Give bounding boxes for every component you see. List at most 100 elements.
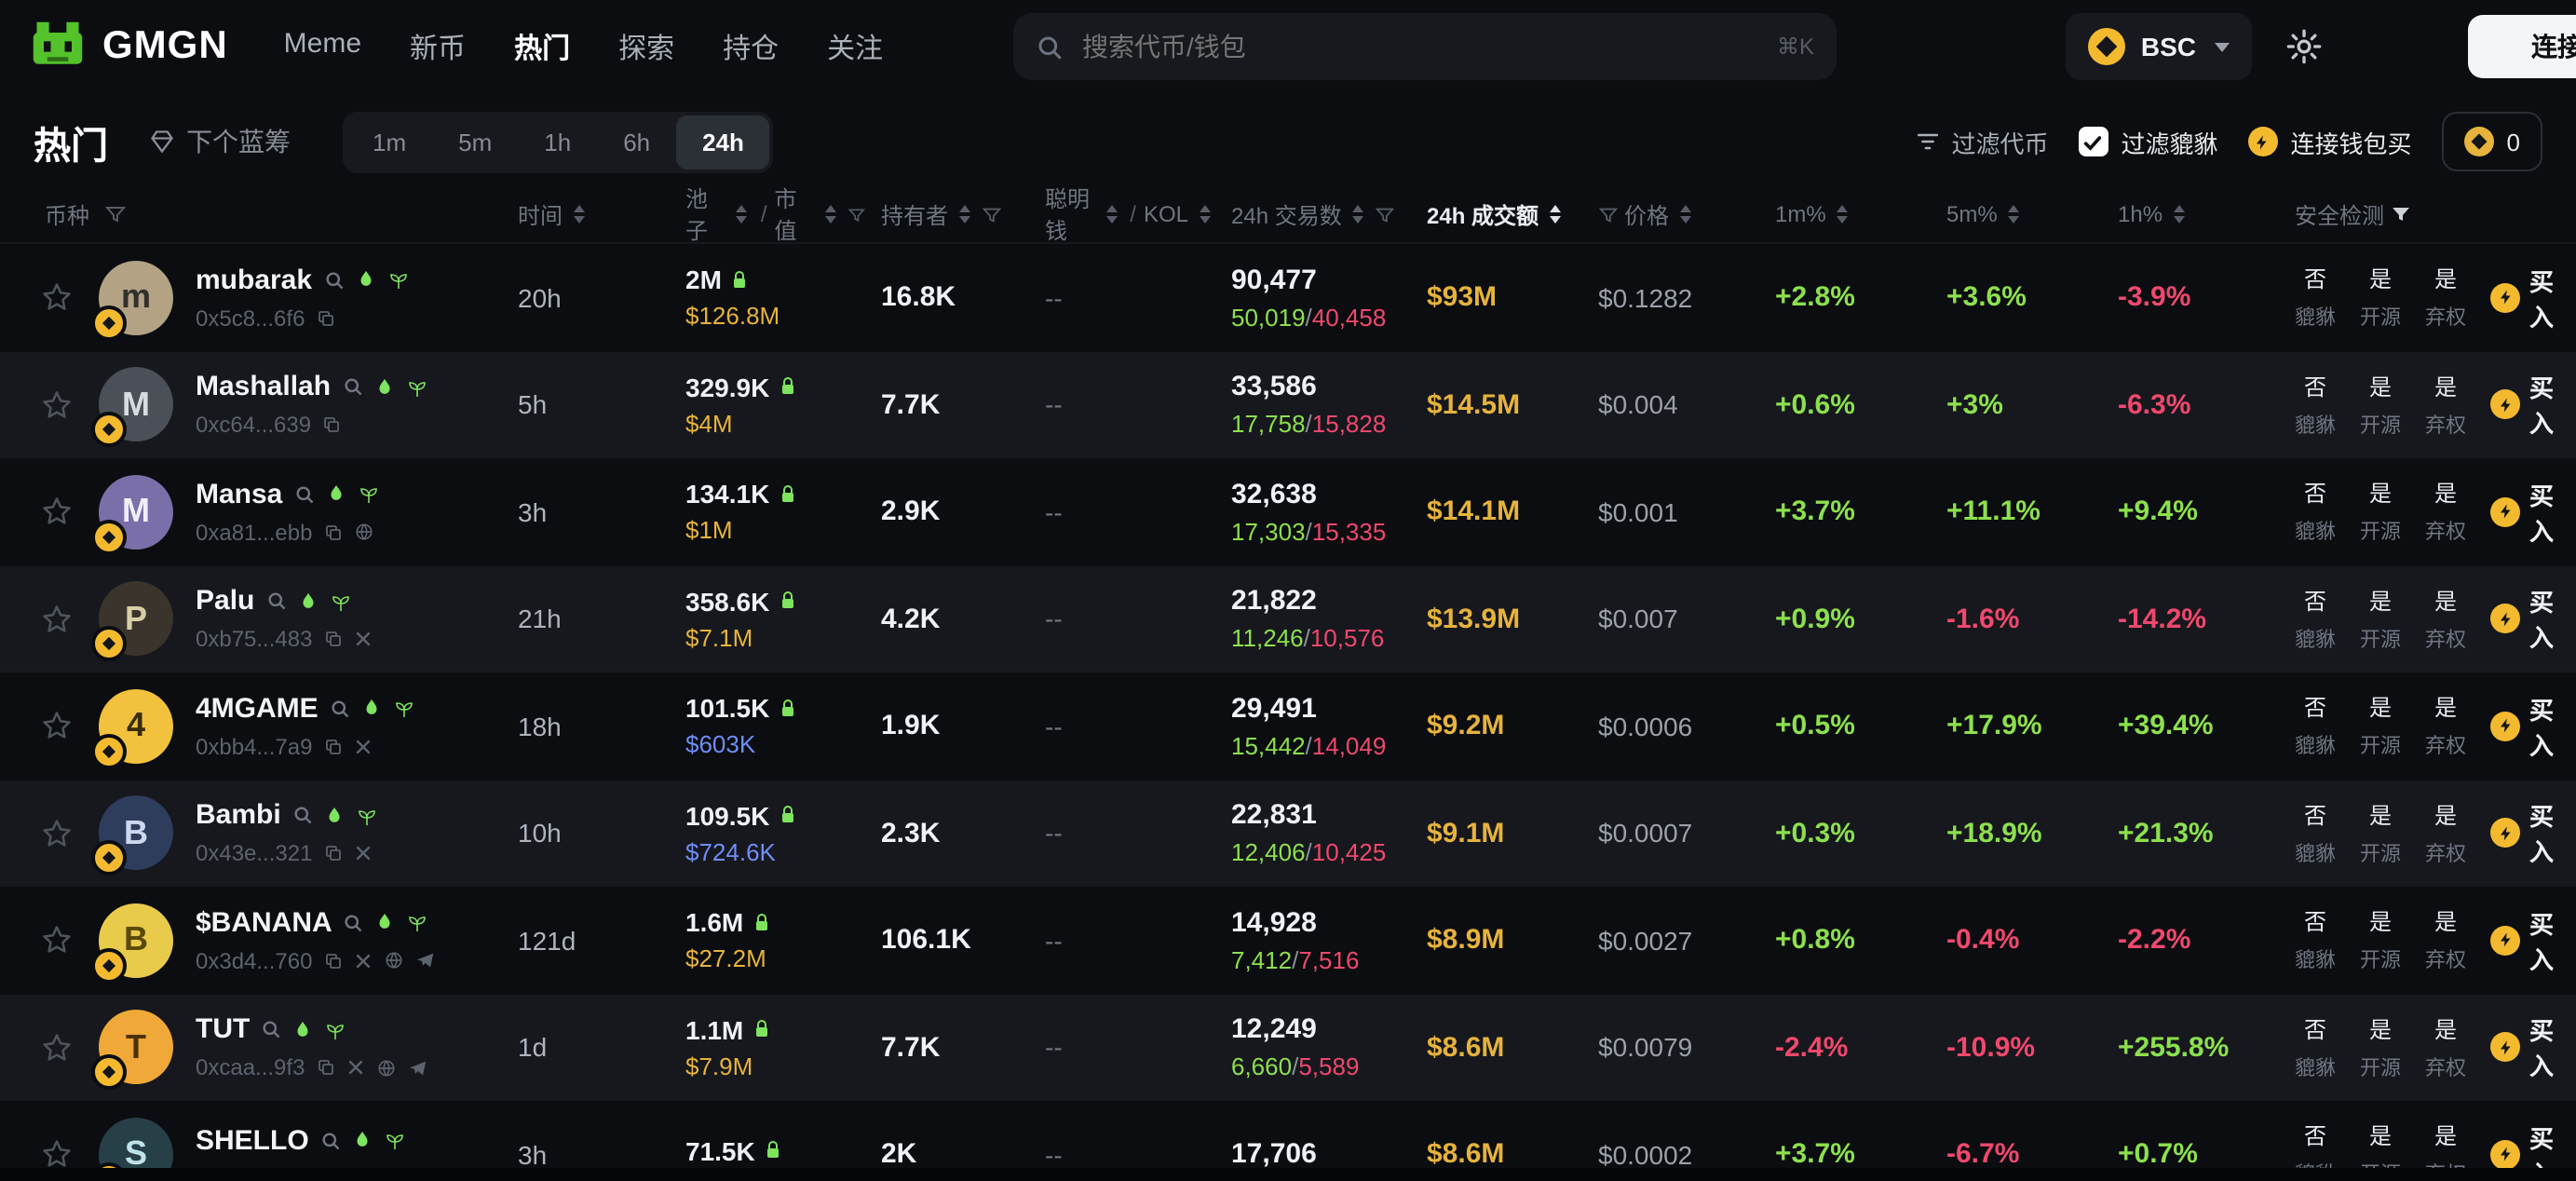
connect-wallet-button[interactable]: 连接 xyxy=(2468,15,2576,78)
filter-token-button[interactable]: 过滤代币 xyxy=(1914,124,2048,159)
header-pool-mcap[interactable]: 池子 / 市值 xyxy=(671,183,866,246)
token-avatar[interactable]: 4 xyxy=(91,688,173,769)
copy-icon[interactable] xyxy=(316,309,334,328)
search-icon[interactable] xyxy=(342,377,362,398)
token-name[interactable]: TUT xyxy=(196,1013,251,1046)
favorite-star-icon[interactable] xyxy=(41,711,73,742)
favorite-star-icon[interactable] xyxy=(41,818,73,849)
search-icon[interactable] xyxy=(323,270,344,291)
settings-gear-icon[interactable] xyxy=(2285,28,2323,65)
token-avatar[interactable]: P xyxy=(91,581,173,662)
table-row[interactable]: S SHELLO xyxy=(0,1101,2576,1181)
horizontal-scrollbar[interactable] xyxy=(0,1168,2576,1181)
search-icon[interactable] xyxy=(293,484,314,505)
token-name[interactable]: SHELLO xyxy=(196,1124,309,1157)
table-row[interactable]: M Mansa 0xa81...ebb xyxy=(0,458,2576,565)
globe-icon[interactable] xyxy=(375,1058,396,1079)
favorite-star-icon[interactable] xyxy=(41,1139,73,1171)
favorite-star-icon[interactable] xyxy=(41,496,73,528)
token-avatar[interactable]: T xyxy=(91,1010,173,1091)
copy-icon[interactable] xyxy=(323,952,342,971)
nav-holdings[interactable]: 持仓 xyxy=(723,33,780,64)
globe-icon[interactable] xyxy=(383,951,403,971)
header-volume[interactable]: 24h 成交额 xyxy=(1412,198,1583,230)
checkbox-checked-icon[interactable] xyxy=(2078,127,2108,156)
token-name[interactable]: $BANANA xyxy=(196,906,332,939)
copy-icon[interactable] xyxy=(323,631,342,649)
header-price[interactable]: 价格 xyxy=(1583,198,1760,230)
favorite-star-icon[interactable] xyxy=(41,389,73,421)
search-icon[interactable] xyxy=(330,699,350,719)
search-icon[interactable] xyxy=(261,1020,281,1040)
telegram-icon[interactable] xyxy=(414,951,435,971)
header-smart-kol[interactable]: 聪明钱 / KOL xyxy=(1030,183,1216,246)
table-row[interactable]: T TUT 0xcaa...9f3 xyxy=(0,994,2576,1101)
buy-button[interactable]: 买入 xyxy=(2490,691,2576,762)
token-name[interactable]: Palu xyxy=(196,585,255,618)
copy-icon[interactable] xyxy=(323,738,342,756)
table-row[interactable]: B Bambi 0x43e...321 xyxy=(0,780,2576,887)
timeframe-6h[interactable]: 6h xyxy=(623,128,651,156)
globe-icon[interactable] xyxy=(353,523,373,543)
token-avatar[interactable]: m xyxy=(91,260,173,341)
header-tx[interactable]: 24h 交易数 xyxy=(1216,198,1412,230)
table-row[interactable]: M Mashallah 0xc64...639 xyxy=(0,351,2576,458)
copy-icon[interactable] xyxy=(323,845,342,863)
table-row[interactable]: B $BANANA 0x3d4...760 xyxy=(0,887,2576,994)
buy-button[interactable]: 买入 xyxy=(2490,370,2576,441)
search-icon[interactable] xyxy=(320,1131,341,1151)
x-icon[interactable] xyxy=(353,738,372,756)
search-input[interactable] xyxy=(1078,30,1762,63)
x-icon[interactable] xyxy=(353,952,372,971)
header-1h[interactable]: 1h% xyxy=(2103,201,2280,227)
chain-selector[interactable]: BSC xyxy=(2066,13,2252,80)
header-security[interactable]: 安全检测 xyxy=(2280,198,2475,230)
token-name[interactable]: 4MGAME xyxy=(196,692,319,725)
buy-button[interactable]: 买入 xyxy=(2490,1012,2576,1083)
table-row[interactable]: 4 4MGAME 0xbb4...7a9 xyxy=(0,672,2576,780)
x-icon[interactable] xyxy=(353,631,372,649)
nav-trending[interactable]: 热门 xyxy=(514,33,571,64)
token-name[interactable]: Mashallah xyxy=(196,371,332,403)
nav-new[interactable]: 新币 xyxy=(410,33,467,64)
copy-icon[interactable] xyxy=(322,416,341,435)
search-icon[interactable] xyxy=(265,591,286,612)
filter-honeypot-toggle[interactable]: 过滤貔貅 xyxy=(2078,124,2218,159)
table-row[interactable]: m mubarak 0x5c8...6f6 xyxy=(0,244,2576,351)
timeframe-1h[interactable]: 1h xyxy=(544,128,572,156)
x-icon[interactable] xyxy=(346,1059,364,1078)
header-token[interactable]: 币种 xyxy=(0,198,503,230)
buy-button[interactable]: 买入 xyxy=(2490,263,2576,333)
nav-watchlist[interactable]: 关注 xyxy=(827,33,884,64)
x-icon[interactable] xyxy=(353,845,372,863)
favorite-star-icon[interactable] xyxy=(41,925,73,957)
next-bluechip-tab[interactable]: 下个蓝筹 xyxy=(149,123,291,160)
timeframe-1m[interactable]: 1m xyxy=(373,128,407,156)
telegram-icon[interactable] xyxy=(407,1058,427,1079)
nav-explore[interactable]: 探索 xyxy=(618,33,675,64)
search-bar[interactable]: ⌘K xyxy=(1013,13,1837,80)
connect-wallet-buy-button[interactable]: 连接钱包买 xyxy=(2247,124,2412,159)
buy-button[interactable]: 买入 xyxy=(2490,477,2576,548)
token-avatar[interactable]: M xyxy=(91,367,173,448)
buy-button[interactable]: 买入 xyxy=(2490,584,2576,655)
header-1m[interactable]: 1m% xyxy=(1760,201,1932,227)
token-avatar[interactable]: B xyxy=(91,795,173,876)
token-name[interactable]: Mansa xyxy=(196,478,283,510)
timeframe-5m[interactable]: 5m xyxy=(458,128,493,156)
balance-pill[interactable]: 0 xyxy=(2441,112,2542,171)
header-5m[interactable]: 5m% xyxy=(1932,201,2103,227)
favorite-star-icon[interactable] xyxy=(41,1032,73,1064)
search-icon[interactable] xyxy=(292,806,313,826)
favorite-star-icon[interactable] xyxy=(41,604,73,635)
header-age[interactable]: 时间 xyxy=(503,198,671,230)
copy-icon[interactable] xyxy=(316,1059,334,1078)
favorite-star-icon[interactable] xyxy=(41,282,73,314)
gmgn-logo[interactable]: GMGN xyxy=(30,19,228,75)
buy-button[interactable]: 买入 xyxy=(2490,905,2576,976)
token-name[interactable]: Bambi xyxy=(196,799,281,832)
token-avatar[interactable]: M xyxy=(91,474,173,555)
token-name[interactable]: mubarak xyxy=(196,264,313,296)
header-holders[interactable]: 持有者 xyxy=(866,198,1030,230)
table-row[interactable]: P Palu 0xb75...483 xyxy=(0,565,2576,672)
